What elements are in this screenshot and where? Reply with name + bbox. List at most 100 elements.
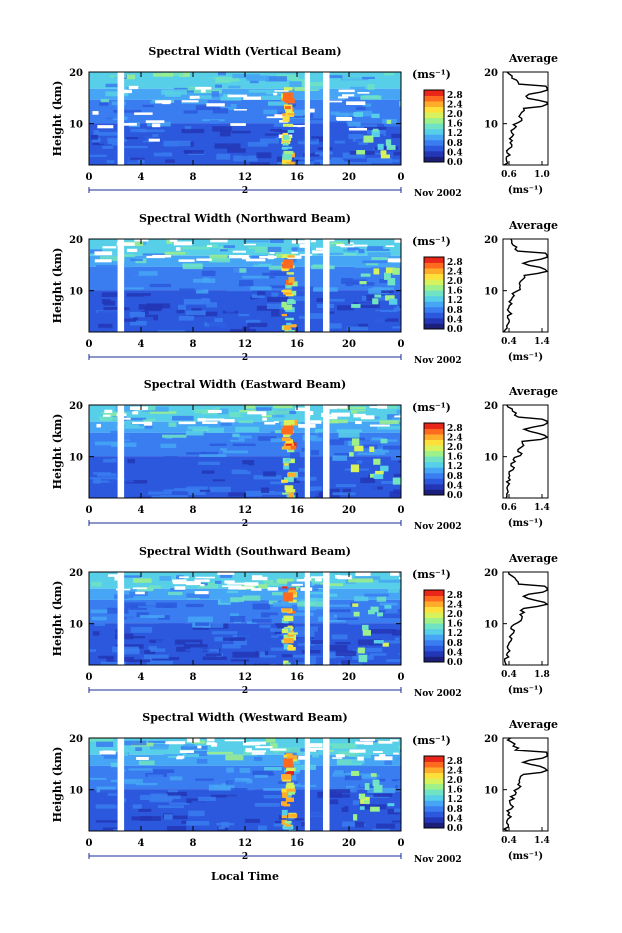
heatmap-cell [99, 778, 115, 784]
profile-x-tick-label: 1.8 [534, 670, 550, 680]
heatmap-cell [398, 745, 401, 750]
heatmap-cell [118, 803, 136, 808]
heatmap-cell [291, 247, 298, 251]
heatmap-cell [397, 779, 401, 783]
profile-line [503, 71, 548, 166]
heatmap-cell [304, 119, 326, 123]
heatmap-cell [336, 759, 362, 766]
convective-cell [285, 784, 295, 790]
missing-data [363, 741, 374, 745]
convective-cell [282, 116, 290, 122]
heatmap-cell [166, 826, 187, 831]
data-gap [323, 239, 330, 332]
profile-y-tick-label: 20 [484, 68, 498, 79]
colorbar-swatch [424, 467, 444, 474]
missing-data [152, 123, 161, 128]
missing-data [298, 755, 307, 760]
x-tick-label: 0 [398, 172, 405, 183]
heatmap-cell [253, 663, 271, 665]
heatmap-cell [125, 87, 140, 92]
missing-data [176, 756, 183, 760]
late-cell [358, 654, 368, 663]
convective-cell [284, 485, 294, 490]
missing-data [357, 92, 370, 94]
heatmap-cell [293, 425, 314, 431]
heatmap-cell [162, 815, 188, 820]
missing-data [251, 576, 268, 581]
heatmap-cell [113, 598, 139, 601]
missing-data [291, 251, 299, 254]
heatmap-cell [127, 472, 135, 477]
heatmap-cell [149, 585, 161, 589]
colorbar-unit: (ms⁻¹) [412, 401, 451, 414]
convective-cell [281, 301, 287, 308]
convective-cell [283, 634, 291, 640]
missing-data [190, 96, 195, 99]
heatmap-cell [238, 280, 254, 287]
heatmap-cell [100, 99, 109, 103]
convective-cell [288, 634, 297, 641]
late-cell [351, 304, 361, 308]
colorbar-swatch [424, 423, 444, 429]
colorbar-swatch [424, 628, 444, 635]
heatmap-cell [187, 302, 197, 308]
heatmap-cell [351, 809, 366, 812]
heatmap-cell [168, 279, 178, 284]
heatmap-cell [147, 740, 169, 744]
missing-data [331, 412, 350, 417]
missing-data [273, 92, 278, 96]
heatmap-cell [171, 426, 179, 431]
colorbar-tick-label: 1.6 [447, 786, 463, 796]
heatmap-cell [357, 411, 379, 416]
heatmap-cell [127, 458, 135, 464]
heatmap-cell [241, 464, 249, 470]
heatmap-cell [365, 263, 379, 266]
heatmap-cell [174, 639, 203, 645]
colorbar-swatch [424, 772, 444, 779]
missing-data [329, 405, 348, 409]
heatmap-cell [313, 116, 331, 119]
heatmap-cell [238, 420, 254, 424]
heatmap-cell [387, 414, 399, 420]
missing-data [273, 421, 279, 423]
colorbar-tick-label: 2.4 [447, 766, 463, 776]
convective-cell [280, 801, 288, 806]
colorbar-swatch [424, 794, 444, 801]
heatmap-cell [351, 759, 365, 764]
colorbar-unit: (ms⁻¹) [412, 568, 451, 581]
heatmap-cell [224, 271, 236, 277]
heatmap-cell [249, 162, 270, 165]
heatmap-cell [201, 270, 216, 276]
convective-cell [281, 266, 289, 272]
heatmap-cell [396, 313, 401, 319]
heatmap-cell [209, 324, 231, 329]
x-tick-label: 0 [398, 339, 405, 350]
x-tick-label: 0 [398, 672, 405, 683]
heatmap-cell [371, 149, 387, 154]
heatmap-cell [399, 748, 401, 753]
missing-data [224, 580, 235, 584]
heatmap-cell [348, 133, 364, 140]
profile-frame [502, 571, 549, 666]
heatmap-cell [177, 304, 187, 311]
heatmap-cell [183, 461, 194, 464]
heatmap-cell [358, 249, 365, 254]
heatmap-cell [130, 626, 153, 633]
heatmap [89, 239, 401, 332]
profile-x-tick-label: 0.6 [501, 170, 517, 180]
heatmap-cell [388, 588, 400, 593]
missing-data [393, 752, 399, 755]
heatmap-cell [175, 163, 193, 165]
heatmap-cell [150, 648, 166, 652]
heatmap-cell [246, 780, 266, 786]
late-cell [372, 779, 380, 787]
missing-data [102, 750, 114, 753]
heatmap-cell [93, 105, 112, 108]
heatmap-cell [225, 308, 235, 313]
colorbar-tick-label: 1.2 [447, 629, 463, 639]
heatmap-cell [390, 455, 401, 461]
heatmap-cell [385, 326, 401, 332]
colorbar-swatch [424, 428, 444, 435]
missing-data [270, 748, 287, 751]
heatmap-cell [100, 661, 126, 665]
